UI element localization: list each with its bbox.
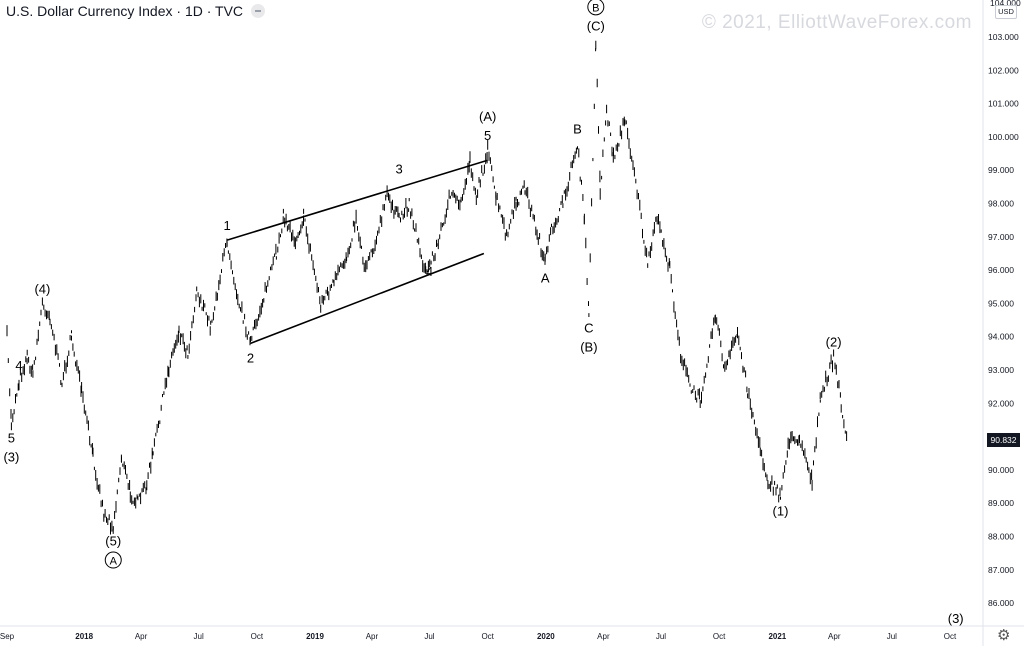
y-tick-label: 92.000 xyxy=(988,398,1014,408)
x-tick-label: Jul xyxy=(887,632,897,641)
x-tick-label: Oct xyxy=(944,632,957,641)
wave-label: 3 xyxy=(396,162,403,177)
symbol-title[interactable]: U.S. Dollar Currency Index · 1D · TVC xyxy=(6,3,244,19)
wave-label: (4) xyxy=(34,281,50,296)
channel-line-lower xyxy=(250,252,485,345)
x-tick-label: 2018 xyxy=(75,632,93,641)
y-tick-label: 96.000 xyxy=(988,265,1014,275)
wave-label: 4 xyxy=(426,264,433,279)
x-tick-label: Apr xyxy=(366,632,379,641)
y-tick-label: 99.000 xyxy=(988,165,1014,175)
wave-label: (1) xyxy=(773,504,789,519)
wave-label: 2 xyxy=(247,350,254,365)
x-tick-label: Jul xyxy=(424,632,434,641)
x-tick-label: Apr xyxy=(828,632,841,641)
x-tick-label: Oct xyxy=(713,632,726,641)
currency-label[interactable]: USD xyxy=(995,5,1017,19)
y-tick-label: 103.000 xyxy=(988,32,1019,42)
y-tick-label: 100.000 xyxy=(988,132,1019,142)
y-tick-label: 86.000 xyxy=(988,598,1014,608)
chart-header: U.S. Dollar Currency Index · 1D · TVC xyxy=(6,3,266,19)
x-tick-label: 2019 xyxy=(306,632,324,641)
x-tick-label: Oct xyxy=(251,632,264,641)
x-tick-label: Apr xyxy=(597,632,610,641)
y-tick-label: 88.000 xyxy=(988,532,1014,542)
y-tick-label: 93.000 xyxy=(988,365,1014,375)
wave-label: (A) xyxy=(479,109,496,124)
wave-label: 5 xyxy=(8,430,15,445)
wave-label: 1 xyxy=(223,218,230,233)
wave-label: B xyxy=(592,2,599,14)
x-tick-label: 2021 xyxy=(768,632,786,641)
current-price-tag: 90.832 xyxy=(987,433,1020,447)
y-tick-label: 94.000 xyxy=(988,332,1014,342)
y-tick-label: 89.000 xyxy=(988,498,1014,508)
price-series-bars xyxy=(6,40,848,535)
y-tick-label: 90.000 xyxy=(988,465,1014,475)
x-tick-label: 2020 xyxy=(537,632,555,641)
wave-label: (3) xyxy=(3,449,19,464)
channel-line-upper xyxy=(226,159,488,241)
y-tick-label: 98.000 xyxy=(988,199,1014,209)
x-tick-label: Apr xyxy=(135,632,148,641)
wave-label: (3) xyxy=(948,611,964,626)
wave-label: A xyxy=(110,556,118,568)
y-tick-label: 87.000 xyxy=(988,565,1014,575)
wave-label: 4 xyxy=(15,358,22,373)
y-tick-label: 97.000 xyxy=(988,232,1014,242)
wave-label: C xyxy=(584,320,593,335)
y-tick-label: 101.000 xyxy=(988,99,1019,109)
y-tick-label-partial: 104.000 xyxy=(990,0,1021,8)
wave-label: (C) xyxy=(587,18,605,33)
wave-label-circle xyxy=(104,551,122,569)
wave-label-circle xyxy=(587,0,605,16)
wave-label: (B) xyxy=(580,339,597,354)
wave-label: (2) xyxy=(826,335,842,350)
minus-circle-icon[interactable] xyxy=(251,4,266,18)
y-tick-label: 95.000 xyxy=(988,298,1014,308)
x-tick-label: Jul xyxy=(194,632,204,641)
y-tick-label: 102.000 xyxy=(988,65,1019,75)
gear-icon[interactable]: ⚙ xyxy=(997,627,1011,644)
wave-label: B xyxy=(573,122,582,137)
x-tick-label: Jul xyxy=(656,632,666,641)
x-tick-label: Oct xyxy=(481,632,494,641)
x-tick-label: Sep xyxy=(0,632,15,641)
watermark: © 2021, ElliottWaveForex.com xyxy=(701,12,972,33)
wave-label: A xyxy=(541,270,550,285)
wave-label: (5) xyxy=(105,534,121,549)
wave-label: 5 xyxy=(484,128,491,143)
